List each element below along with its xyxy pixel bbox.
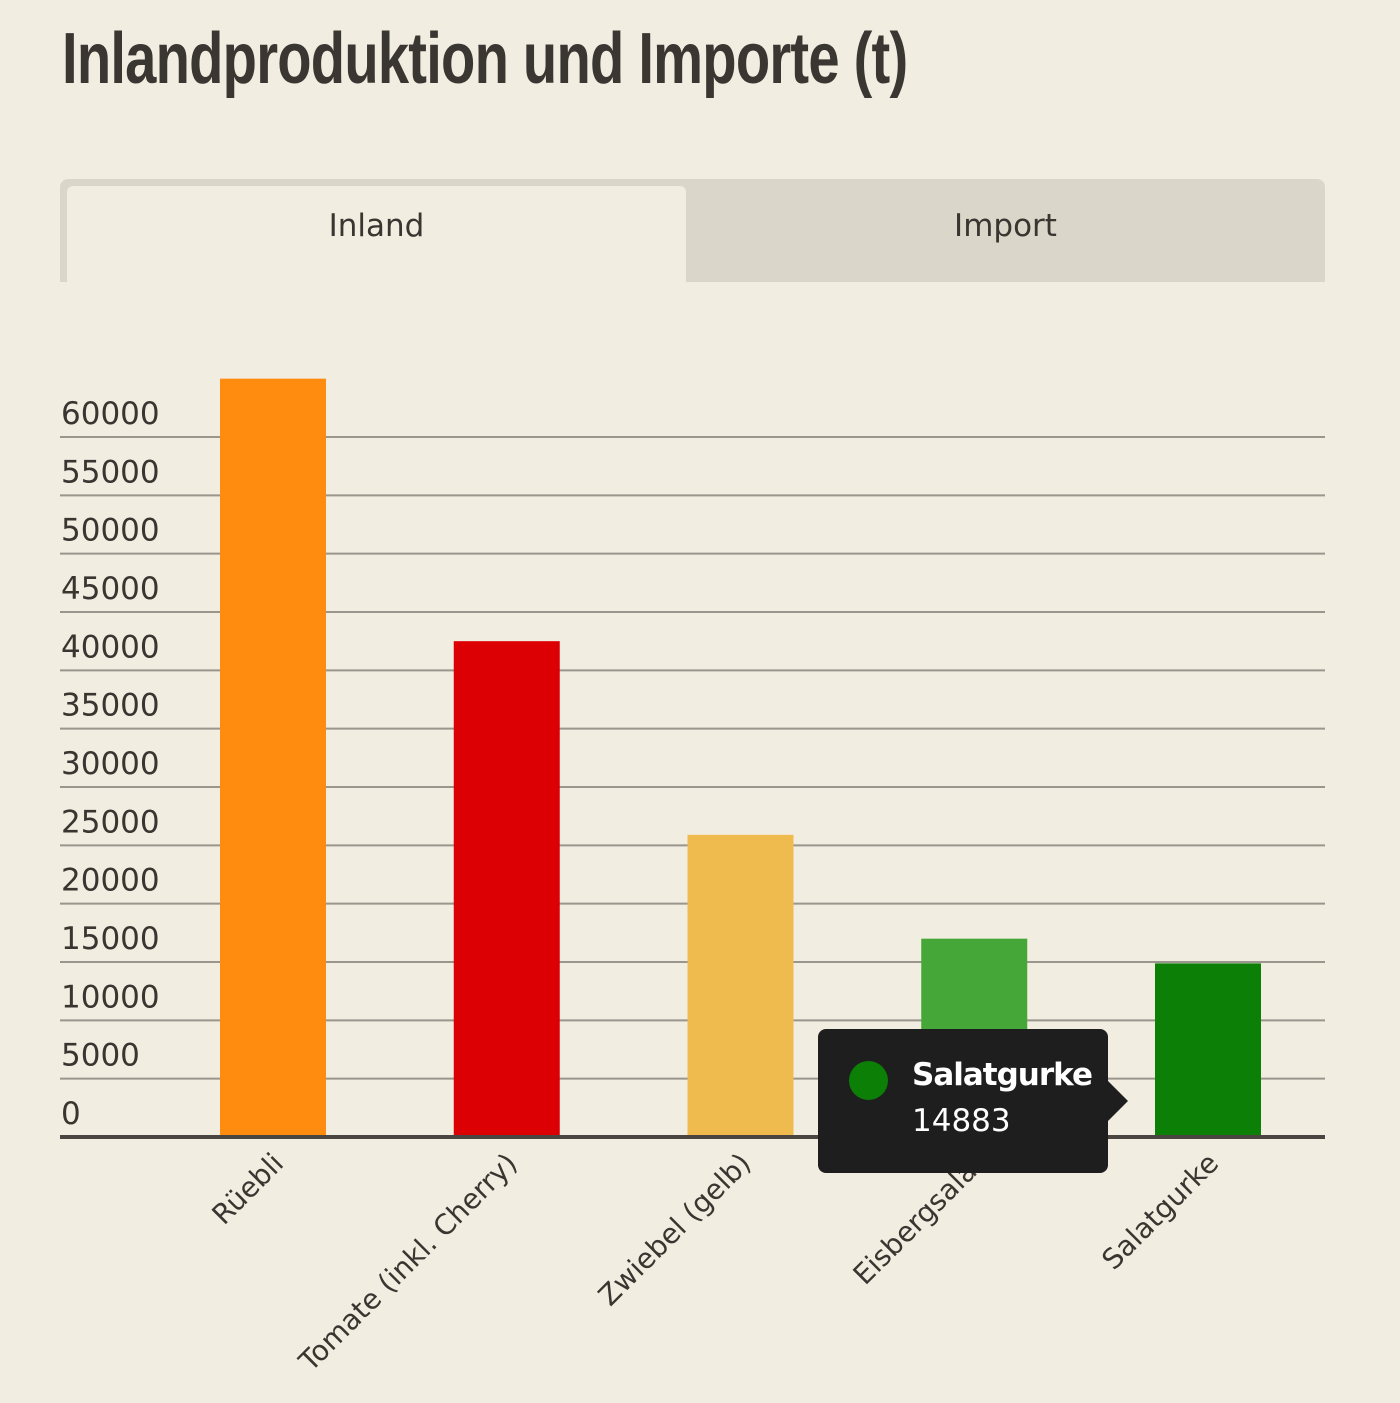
y-tick-label: 35000 [61,688,160,724]
tooltip-value: 14883 [912,1103,1011,1139]
x-tick-label: Tomate (inkl. Cherry) [292,1147,524,1379]
y-tick-label: 50000 [61,513,160,549]
bar-salatgurke[interactable] [1155,963,1261,1137]
y-tick-label: 5000 [61,1038,140,1074]
page-title: Inlandproduktion und Importe (t) [62,19,908,99]
y-tick-label: 10000 [61,979,160,1015]
y-tick-label: 25000 [61,804,160,840]
series-color-dot-icon [849,1061,888,1100]
y-tick-label: 30000 [61,746,160,782]
y-tick-label: 45000 [61,571,160,607]
x-tick-label: Zwiebel (gelb) [592,1147,758,1313]
y-tick-label: 0 [61,1096,81,1132]
tab-inland[interactable]: Inland [67,186,686,282]
bar-zwiebel-gelb-[interactable] [687,834,794,1137]
tab-import[interactable]: Import [954,208,1057,244]
y-tick-label: 40000 [61,629,160,665]
tooltip: Salatgurke 14883 [818,1029,1128,1173]
y-tick-label: 15000 [61,921,160,957]
tooltip-arrow [1108,1081,1128,1121]
tooltip-category: Salatgurke [912,1057,1093,1093]
tab-bar: Inland Import [60,179,1325,282]
x-tick-label: Rüebli [205,1147,290,1232]
y-tick-label: 20000 [61,863,160,899]
x-tick-label: Salatgurke [1095,1147,1225,1277]
y-tick-label: 55000 [61,454,160,490]
bar-rüebli[interactable] [220,378,326,1138]
y-tick-label: 60000 [61,396,160,432]
bar-tomate-inkl-cherry-[interactable] [453,641,560,1137]
